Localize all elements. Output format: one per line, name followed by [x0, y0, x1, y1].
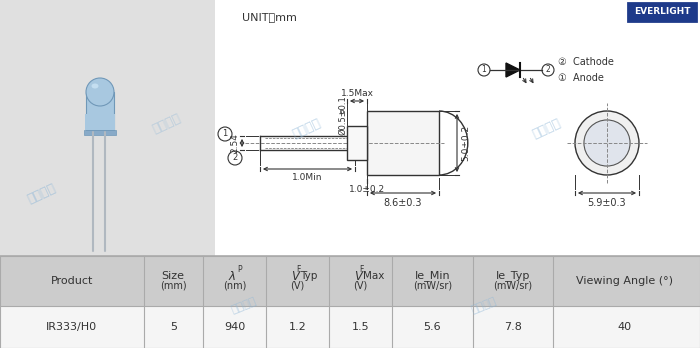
- Text: Size: Size: [162, 271, 185, 281]
- Text: 1.0Min: 1.0Min: [293, 173, 323, 182]
- Bar: [367, 111, 439, 175]
- Bar: [84, 130, 116, 135]
- Text: 1: 1: [223, 129, 228, 139]
- Bar: [86, 92, 114, 130]
- Text: Viewing Angle (°): Viewing Angle (°): [576, 276, 673, 286]
- Text: 2: 2: [545, 65, 550, 74]
- Text: EVERLIGHT: EVERLIGHT: [634, 8, 690, 16]
- Text: ①  Anode: ① Anode: [558, 73, 604, 83]
- Text: 5.6: 5.6: [424, 322, 441, 332]
- Text: 40: 40: [617, 322, 632, 332]
- Text: Max: Max: [363, 271, 385, 281]
- Text: F: F: [297, 265, 301, 274]
- Bar: [0, 256, 700, 306]
- Bar: [215, 0, 700, 256]
- Text: λ: λ: [229, 269, 236, 283]
- Text: 8.6±0.3: 8.6±0.3: [384, 198, 422, 208]
- Text: 1.2: 1.2: [288, 322, 307, 332]
- Ellipse shape: [92, 84, 99, 88]
- Text: 超毅电子: 超毅电子: [25, 182, 57, 206]
- Text: 超毅电子: 超毅电子: [230, 296, 258, 315]
- Text: Ie_Typ: Ie_Typ: [496, 270, 530, 282]
- Text: 2: 2: [232, 153, 237, 163]
- Text: 超毅电子: 超毅电子: [290, 117, 323, 141]
- Text: Ie_Min: Ie_Min: [414, 270, 450, 282]
- Text: 超毅电子: 超毅电子: [470, 296, 498, 315]
- Text: IR333/H0: IR333/H0: [46, 322, 97, 332]
- Text: ②  Cathode: ② Cathode: [558, 57, 614, 67]
- Text: V: V: [291, 269, 300, 283]
- Circle shape: [478, 64, 490, 76]
- Circle shape: [542, 64, 554, 76]
- Circle shape: [584, 120, 630, 166]
- Text: UNIT：mm: UNIT：mm: [242, 12, 297, 22]
- Text: 7.8: 7.8: [504, 322, 522, 332]
- Text: Ø0.5±0.1: Ø0.5±0.1: [339, 95, 347, 135]
- Bar: [0, 256, 700, 348]
- Text: (V): (V): [290, 281, 304, 291]
- Bar: [0, 256, 700, 348]
- Bar: [347, 126, 367, 160]
- Text: 1.5Max: 1.5Max: [340, 89, 374, 98]
- Text: (mm): (mm): [160, 281, 187, 291]
- Text: 1: 1: [482, 65, 486, 74]
- Text: 超毅电子: 超毅电子: [150, 112, 183, 136]
- Bar: [340, 110, 343, 113]
- Circle shape: [228, 151, 242, 165]
- Circle shape: [575, 111, 639, 175]
- Text: F: F: [360, 265, 364, 274]
- Text: 5.0±0.2: 5.0±0.2: [461, 125, 470, 161]
- Text: 2.54: 2.54: [230, 133, 239, 153]
- Text: (V): (V): [354, 281, 368, 291]
- Circle shape: [218, 127, 232, 141]
- Text: 5.9±0.3: 5.9±0.3: [588, 198, 626, 208]
- Bar: [0, 0, 215, 256]
- Text: 超毅电子: 超毅电子: [530, 117, 563, 141]
- Ellipse shape: [86, 78, 114, 106]
- Text: (mW/sr): (mW/sr): [494, 281, 532, 291]
- Bar: [628, 3, 696, 21]
- Text: V: V: [354, 269, 363, 283]
- Text: P: P: [237, 265, 241, 274]
- Text: 5: 5: [169, 322, 176, 332]
- Text: (mW/sr): (mW/sr): [413, 281, 452, 291]
- Bar: [0, 306, 700, 348]
- Text: Product: Product: [50, 276, 93, 286]
- Text: (nm): (nm): [223, 281, 246, 291]
- Text: Typ: Typ: [300, 271, 318, 281]
- Text: 1.0±0.2: 1.0±0.2: [349, 185, 385, 194]
- Text: 1.5: 1.5: [351, 322, 370, 332]
- Polygon shape: [506, 63, 520, 77]
- Bar: [85, 114, 115, 130]
- Text: 940: 940: [224, 322, 245, 332]
